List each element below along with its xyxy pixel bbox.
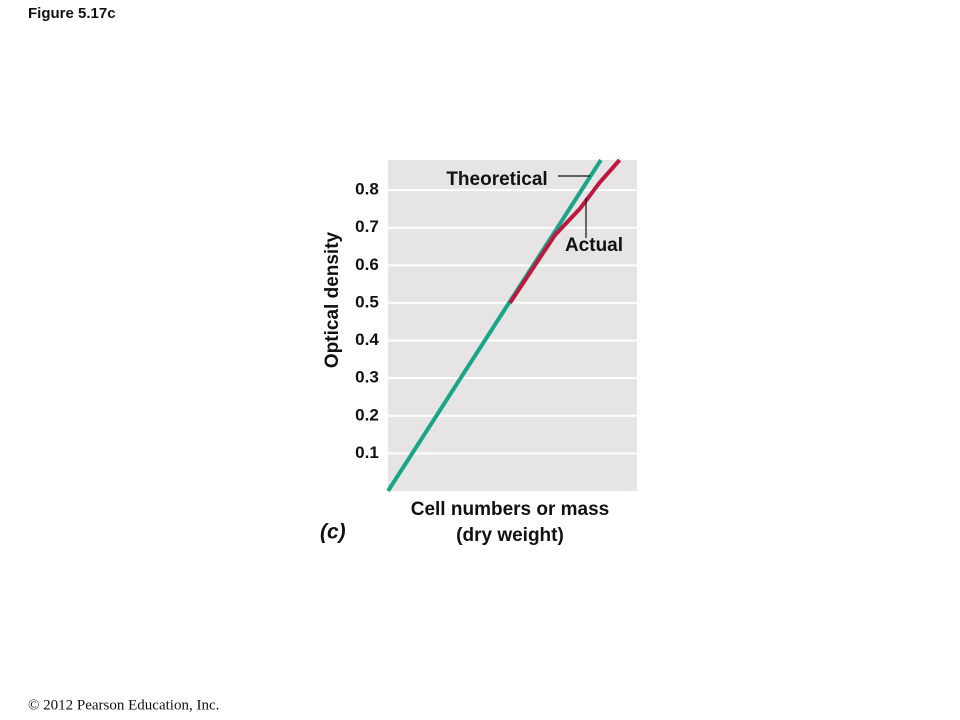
y-tick-label: 0.8 (355, 180, 379, 199)
y-tick-label: 0.4 (355, 330, 379, 349)
copyright: © 2012 Pearson Education, Inc. (28, 697, 219, 713)
y-tick-label: 0.7 (355, 217, 379, 236)
y-tick-label: 0.6 (355, 255, 379, 274)
series-line (508, 158, 622, 305)
series-annotation: Theoretical (446, 169, 547, 190)
y-tick-label: 0.1 (355, 443, 379, 462)
x-axis-label: (dry weight) (456, 525, 564, 546)
plot-area (388, 160, 637, 491)
y-tick-label: 0.2 (355, 405, 379, 424)
y-tick-label: 0.3 (355, 368, 379, 387)
x-axis-label: Cell numbers or mass (411, 499, 610, 520)
grid (388, 189, 637, 455)
y-axis-label: Optical density (322, 231, 343, 368)
panel-label: (c) (320, 521, 346, 544)
figure-label: Figure 5.17c (28, 5, 116, 22)
lines (386, 158, 622, 493)
series-line (386, 158, 603, 493)
series-annotation: Actual (565, 235, 623, 256)
y-tick-label: 0.5 (355, 292, 379, 311)
